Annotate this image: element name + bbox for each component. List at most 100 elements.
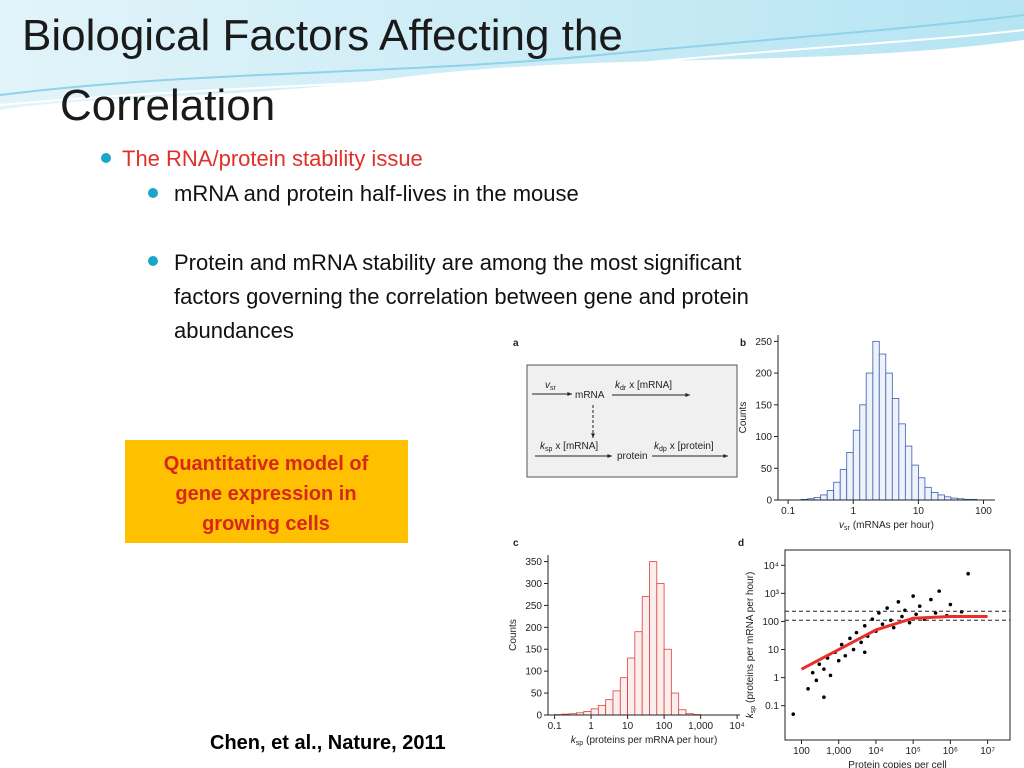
histogram-bar	[911, 464, 919, 501]
x-tick-label: 0.1	[781, 506, 795, 517]
label-text: x [protein]	[670, 441, 714, 452]
x-tick-label: 10⁶	[943, 746, 958, 757]
subscript: dr	[620, 385, 627, 392]
point	[929, 597, 933, 602]
histogram-bar	[878, 353, 887, 501]
callout: gene expression in	[175, 483, 356, 505]
point	[880, 622, 885, 626]
symbol: k	[540, 441, 546, 452]
label-text: x [mRNA]	[629, 380, 672, 391]
point	[907, 620, 912, 625]
histogram-bar	[641, 596, 650, 716]
point	[806, 686, 810, 691]
symbol: v	[839, 520, 845, 531]
label-text: Counts	[508, 619, 519, 651]
point	[854, 630, 859, 635]
point	[810, 670, 815, 675]
x-tick-label: 1	[850, 506, 856, 517]
histogram-bar	[656, 583, 665, 716]
label-text: (proteins per mRNA per hour)	[586, 735, 717, 746]
point	[933, 611, 938, 615]
y-tick-label: 10⁴	[764, 561, 779, 572]
panel-letter: a	[513, 338, 519, 349]
label: kdr x [mRNA]	[615, 380, 672, 392]
diagram-box	[526, 364, 738, 478]
point	[828, 673, 833, 678]
histogram-bar	[937, 494, 945, 501]
histogram-bar	[904, 445, 913, 501]
point	[862, 623, 867, 628]
y-tick-label: 0	[536, 711, 542, 722]
x-tick-label: 10⁴	[868, 746, 883, 757]
label: Counts	[508, 619, 519, 651]
arrow-head	[685, 393, 690, 397]
y-tick-label: 250	[755, 337, 772, 348]
sub-bullet: mRNA and protein half-lives in the mouse	[174, 181, 579, 206]
callout: Quantitative model of	[164, 453, 369, 475]
x-tick-label: 10⁴	[729, 721, 744, 732]
histogram-bar	[833, 481, 841, 501]
histogram-bar	[917, 477, 926, 501]
histogram-bar	[859, 404, 867, 501]
point	[959, 610, 964, 614]
histogram-bar	[649, 561, 658, 716]
histogram-bar	[839, 469, 848, 501]
citation: Chen, et al., Nature, 2011	[210, 732, 446, 754]
point	[885, 606, 889, 610]
y-tick-label: 200	[755, 369, 772, 380]
y-tick-label: 50	[761, 464, 773, 475]
x-tick-label: 0.1	[548, 721, 562, 732]
histogram-bar	[634, 631, 643, 716]
y-tick-label: 50	[531, 689, 543, 700]
arrow-head	[607, 454, 612, 458]
label: kdp x [protein]	[654, 441, 714, 453]
y-tick-label: 10	[768, 645, 780, 656]
x-tick-label: 100	[656, 721, 673, 732]
histogram-bar	[865, 372, 874, 501]
x-tick-label: 10	[913, 506, 925, 517]
sub-bullet: Protein and mRNA stability are among the…	[174, 250, 741, 275]
point	[862, 650, 867, 655]
bullet-dot	[148, 188, 158, 198]
label-text: Protein copies per cell	[848, 760, 946, 768]
point	[914, 612, 918, 617]
y-tick-label: 350	[525, 557, 542, 568]
point	[814, 678, 819, 683]
histogram-bar	[820, 494, 828, 501]
label-text: x [mRNA]	[555, 441, 598, 452]
point	[911, 594, 915, 598]
y-tick-label: 300	[525, 579, 542, 590]
label: ksp (proteins per mRNA per hour)	[745, 572, 757, 719]
histogram-bar	[852, 429, 861, 501]
subscript: sp	[545, 446, 553, 453]
histogram-bar	[670, 692, 680, 716]
subscript: sp	[750, 706, 757, 714]
y-tick-label: 150	[755, 400, 772, 411]
node: protein	[617, 451, 648, 462]
histogram-bar	[891, 398, 900, 501]
symbol: k	[615, 380, 621, 391]
label-text: Counts	[738, 402, 749, 434]
histogram-bar	[605, 699, 614, 716]
y-tick-label: 250	[525, 601, 542, 612]
point	[822, 667, 826, 671]
arrow-head	[567, 392, 572, 396]
title: Correlation	[60, 81, 275, 130]
x-tick-label: 10⁷	[980, 746, 995, 757]
subscript: sr	[550, 385, 557, 392]
y-tick-label: 0	[766, 496, 772, 507]
histogram-bar	[872, 340, 880, 501]
y-tick-label: 100	[762, 617, 779, 628]
point	[839, 642, 844, 647]
point	[900, 614, 904, 619]
fit-line	[800, 614, 988, 671]
sub-bullet: factors governing the correlation betwee…	[174, 284, 749, 309]
x-tick-label: 100	[975, 506, 992, 517]
panel-letter: c	[513, 538, 519, 549]
symbol: v	[545, 380, 551, 391]
point	[948, 602, 953, 607]
x-tick-label: 10	[622, 721, 634, 732]
callout: growing cells	[202, 513, 330, 535]
